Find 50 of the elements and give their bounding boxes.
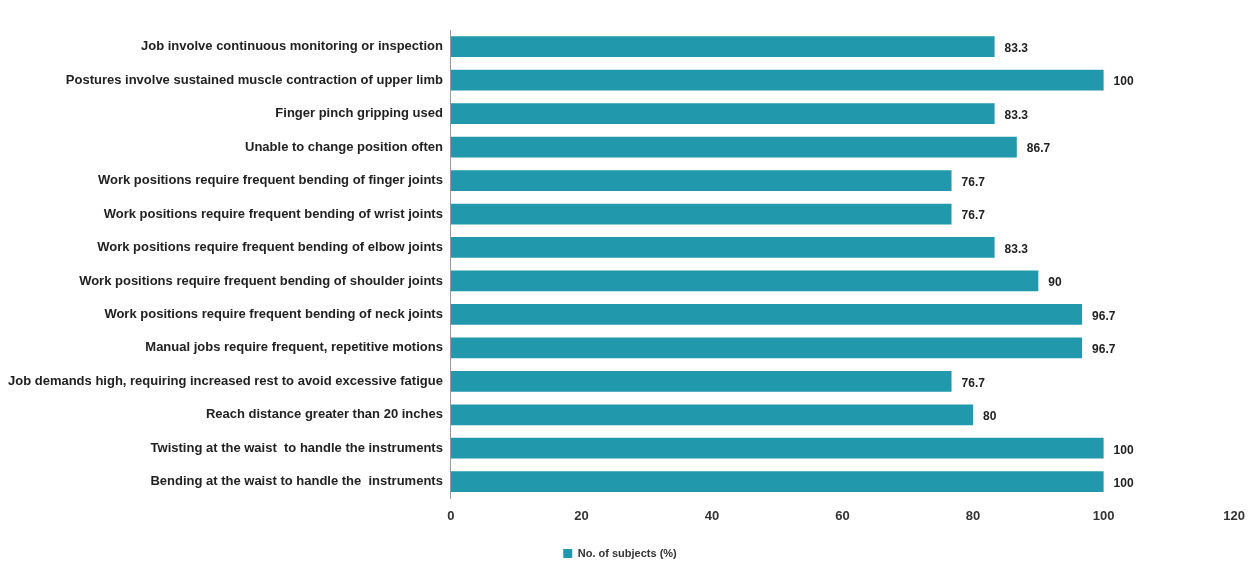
y-tick-label: Job involve continuous monitoring or inspection — [141, 38, 443, 54]
bar — [450, 437, 1104, 459]
x-tick-label: 60 — [835, 507, 850, 523]
y-tick-label: Reach distance greater than 20 inches — [205, 406, 443, 422]
bar — [450, 404, 974, 426]
x-tick-label: 80 — [965, 507, 981, 523]
x-tick-label: 20 — [574, 507, 589, 523]
x-tick-label: 0 — [447, 507, 455, 523]
data-label: 76.7 — [961, 208, 986, 223]
y-tick-label: Work positions require frequent bending of wrist joints — [103, 205, 443, 221]
x-tick-label: 100 — [1092, 507, 1115, 523]
bar — [450, 170, 952, 191]
data-label: 90 — [1048, 275, 1063, 290]
data-label: 100 — [1113, 74, 1134, 89]
bar — [450, 337, 1083, 359]
data-label: 83.3 — [1004, 107, 1029, 122]
y-tick-label: Job demands high, requiring increased rest to avoid excessive fatigue — [7, 372, 443, 388]
bar — [450, 471, 1104, 493]
data-label: 100 — [1113, 475, 1134, 490]
legend-label: No. of subjects (%) — [577, 546, 678, 559]
bar — [450, 237, 995, 258]
y-tick-label: Work positions require frequent bending of shoulder joints — [79, 272, 443, 288]
data-label: 86.7 — [1026, 141, 1051, 156]
y-tick-label: Twisting at the waist to handle the instruments — [150, 439, 443, 455]
y-tick-label: Manual jobs require frequent, repetitive motions — [145, 339, 443, 355]
y-tick-label: Work positions require frequent bending of finger joints — [97, 172, 443, 188]
bar — [450, 370, 952, 392]
bar — [450, 36, 995, 58]
bar — [450, 69, 1104, 91]
y-tick-label: Finger pinch gripping used — [275, 105, 443, 121]
y-tick-label: Postures involve sustained muscle contraction of upper limb — [65, 71, 443, 87]
y-tick-label: Bending at the waist to handle the instruments — [150, 473, 443, 489]
bar — [450, 103, 995, 125]
data-label: 76.7 — [961, 174, 986, 189]
y-tick-label: Unable to change position often — [245, 138, 443, 154]
data-label: 76.7 — [961, 375, 986, 390]
bar — [450, 136, 1017, 158]
data-label: 100 — [1113, 442, 1134, 457]
bar — [450, 203, 952, 225]
data-label: 83.3 — [1004, 41, 1029, 56]
y-tick-label: Work positions require frequent bending of neck joints — [104, 305, 443, 321]
y-tick-label: Work positions require frequent bending of elbow joints — [97, 239, 443, 255]
bar — [450, 304, 1083, 325]
data-label: 96.7 — [1092, 342, 1116, 357]
data-label: 80 — [983, 409, 997, 424]
bar — [450, 270, 1039, 292]
data-label: 83.3 — [1004, 241, 1029, 256]
x-tick-label: 40 — [704, 507, 720, 523]
data-label: 96.7 — [1092, 308, 1116, 323]
x-tick-label: 120 — [1223, 507, 1246, 523]
